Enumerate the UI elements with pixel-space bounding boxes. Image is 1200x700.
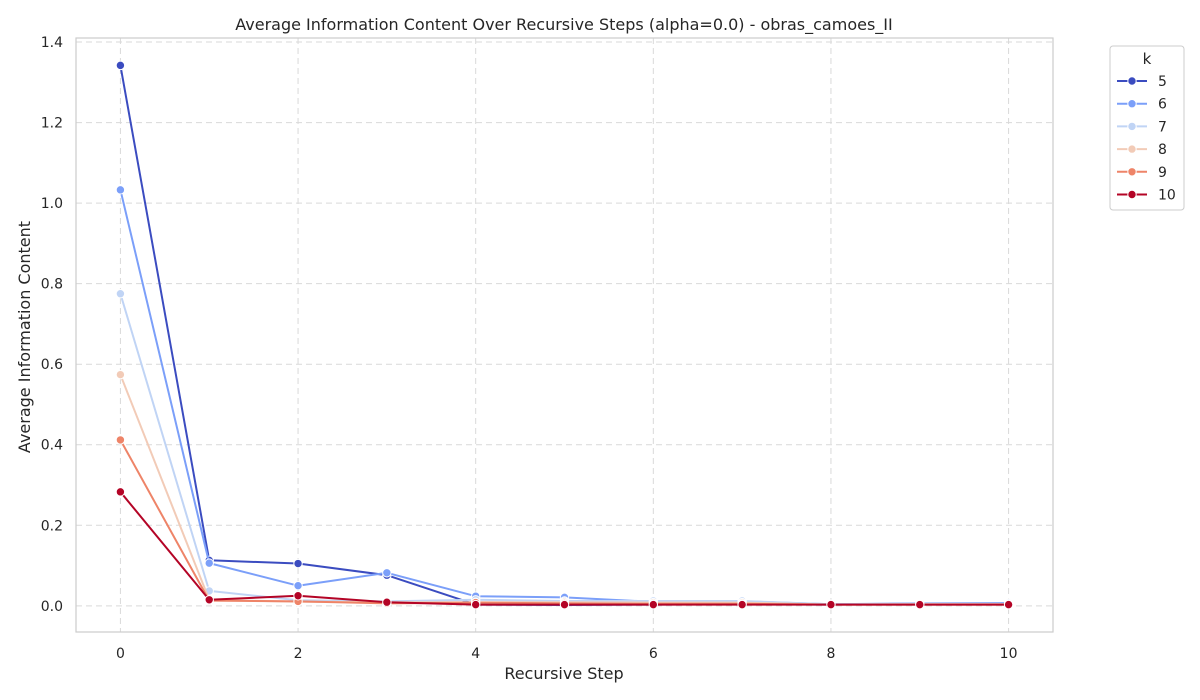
data-point — [115, 435, 126, 445]
data-point — [293, 580, 303, 591]
data-point — [382, 597, 392, 607]
series-line — [119, 293, 1009, 606]
series-line — [119, 439, 1009, 606]
legend-label: 7 — [1158, 119, 1167, 135]
series-line — [119, 374, 1009, 606]
data-point — [648, 599, 659, 610]
x-tick-label: 8 — [826, 646, 835, 662]
x-tick-label: 0 — [116, 646, 125, 662]
plot-area — [75, 37, 1054, 633]
y-axis-label: Average Information Content — [15, 221, 34, 453]
data-point — [915, 599, 925, 610]
series-k-7 — [115, 289, 1014, 609]
data-point — [115, 369, 126, 380]
legend-swatch-marker — [1127, 167, 1137, 177]
legend-label: 8 — [1158, 142, 1167, 158]
legend-box — [1109, 45, 1185, 211]
series-line — [119, 189, 1009, 606]
data-point — [115, 185, 126, 195]
data-point — [293, 558, 303, 569]
legend-swatch-marker — [1127, 99, 1137, 109]
series-line — [119, 491, 1009, 606]
legend-item: 6 — [1117, 97, 1167, 113]
data-point — [115, 60, 126, 71]
legend-item: 8 — [1117, 142, 1167, 158]
y-tick-label: 1.2 — [41, 116, 63, 132]
legend-item: 5 — [1117, 74, 1167, 90]
series-k-9 — [115, 435, 1014, 610]
series-lines — [115, 60, 1014, 610]
data-point — [382, 568, 392, 578]
x-tick-label: 2 — [294, 646, 303, 662]
y-tick-label: 1.4 — [41, 35, 63, 51]
y-tick-label: 1.0 — [41, 196, 63, 212]
x-axis-label: Recursive Step — [504, 664, 623, 683]
legend-item: 9 — [1117, 165, 1167, 181]
y-tick-label: 0.8 — [41, 277, 63, 293]
legend-swatch-marker — [1127, 121, 1137, 132]
chart-title: Average Information Content Over Recursi… — [235, 15, 892, 35]
y-tick-label: 0.4 — [41, 438, 63, 454]
grid-lines — [76, 38, 1053, 632]
legend-swatch-marker — [1127, 189, 1137, 200]
legend-label: 9 — [1158, 165, 1167, 181]
y-tick-label: 0.0 — [41, 599, 63, 615]
data-point — [559, 599, 570, 610]
axis-ticks: 0 2 4 6 8 10 0.0 0.2 0.4 0.6 0.8 1.0 1.2 1.4 — [41, 35, 1018, 662]
data-point — [115, 289, 126, 299]
x-tick-label: 6 — [649, 646, 658, 662]
data-point — [204, 558, 214, 568]
data-point — [204, 595, 214, 605]
data-point — [826, 599, 836, 610]
legend-item: 10 — [1117, 188, 1176, 204]
legend-items: 5 6 7 8 9 10 — [1117, 74, 1176, 204]
y-tick-label: 0.2 — [41, 518, 63, 534]
legend: k 5 6 7 8 9 10 — [1109, 45, 1185, 211]
series-line — [119, 65, 1009, 606]
data-point — [470, 599, 481, 610]
y-tick-label: 0.6 — [41, 357, 63, 373]
data-point — [115, 487, 126, 497]
legend-swatch-marker — [1127, 76, 1137, 86]
legend-label: 5 — [1158, 74, 1167, 90]
data-point — [1003, 599, 1014, 610]
data-point — [737, 599, 747, 610]
data-point — [293, 591, 303, 601]
x-tick-label: 4 — [471, 646, 480, 662]
x-tick-label: 10 — [1000, 646, 1018, 662]
legend-title: k — [1143, 50, 1152, 68]
legend-label: 6 — [1158, 97, 1167, 113]
series-k-6 — [115, 185, 1014, 609]
series-k-5 — [115, 60, 1014, 610]
legend-item: 7 — [1117, 119, 1167, 135]
legend-label: 10 — [1158, 188, 1176, 204]
series-k-10 — [115, 487, 1014, 610]
legend-swatch-marker — [1127, 144, 1137, 154]
